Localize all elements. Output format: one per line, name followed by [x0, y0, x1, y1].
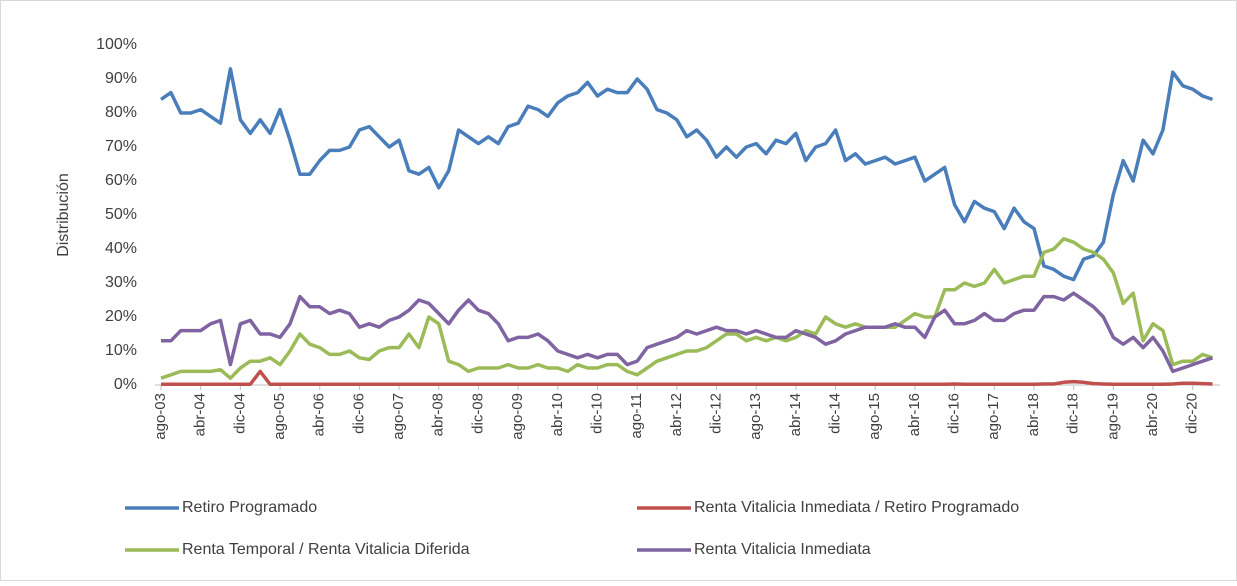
x-tick-label: dic-14 [827, 393, 844, 434]
x-tick-label: abr-14 [787, 393, 804, 436]
y-tick-label: 100% [96, 36, 137, 53]
x-tick-label: dic-12 [707, 393, 724, 434]
legend-label: Retiro Programado [182, 499, 317, 516]
x-tick-label: abr-12 [668, 393, 685, 436]
x-tick-label: dic-04 [231, 393, 248, 434]
x-tick-label: dic-16 [946, 393, 963, 434]
legend-label: Renta Temporal / Renta Vitalicia Diferid… [182, 541, 470, 558]
y-tick-label: 60% [105, 172, 137, 189]
legend-label: Renta Vitalicia Inmediata / Retiro Progr… [694, 499, 1019, 516]
x-tick-label: abr-06 [311, 393, 328, 436]
x-tick-label: dic-08 [469, 393, 486, 434]
x-tick-label: abr-18 [1025, 393, 1042, 436]
x-tick-label: ago-17 [985, 393, 1002, 440]
y-tick-label: 90% [105, 70, 137, 87]
x-tick-label: ago-13 [747, 393, 764, 440]
x-tick-label: ago-07 [390, 393, 407, 440]
series-line [161, 291, 1214, 374]
x-tick-label: ago-15 [866, 393, 883, 440]
x-tick-label: abr-20 [1144, 393, 1161, 436]
legend-label: Renta Vitalicia Inmediata [694, 541, 871, 558]
x-tick-label: ago-03 [152, 393, 169, 440]
y-axis-title: Distribución [55, 173, 72, 257]
x-tick-label: dic-10 [588, 393, 605, 434]
series-line [160, 237, 1214, 380]
x-tick-label: dic-18 [1065, 393, 1082, 434]
x-tick-label: abr-16 [906, 393, 923, 436]
y-tick-label: 80% [105, 104, 137, 121]
x-tick-label: ago-19 [1104, 393, 1121, 440]
x-tick-label: ago-05 [271, 393, 288, 440]
series-line [161, 369, 1213, 387]
y-tick-label: 0% [114, 376, 137, 393]
x-tick-label: abr-08 [430, 393, 447, 436]
x-tick-label: dic-20 [1184, 393, 1201, 434]
y-tick-label: 50% [105, 206, 137, 223]
x-tick-label: ago-11 [628, 393, 645, 439]
y-tick-label: 40% [105, 240, 137, 257]
y-tick-label: 10% [105, 342, 137, 359]
series-line [160, 67, 1214, 282]
x-tick-label: abr-10 [549, 393, 566, 436]
y-tick-label: 20% [105, 308, 137, 325]
x-tick-label: dic-06 [350, 393, 367, 434]
y-tick-label: 30% [105, 274, 137, 291]
y-tick-label: 70% [105, 138, 137, 155]
x-tick-label: abr-04 [192, 393, 209, 436]
x-tick-label: ago-09 [509, 393, 526, 440]
